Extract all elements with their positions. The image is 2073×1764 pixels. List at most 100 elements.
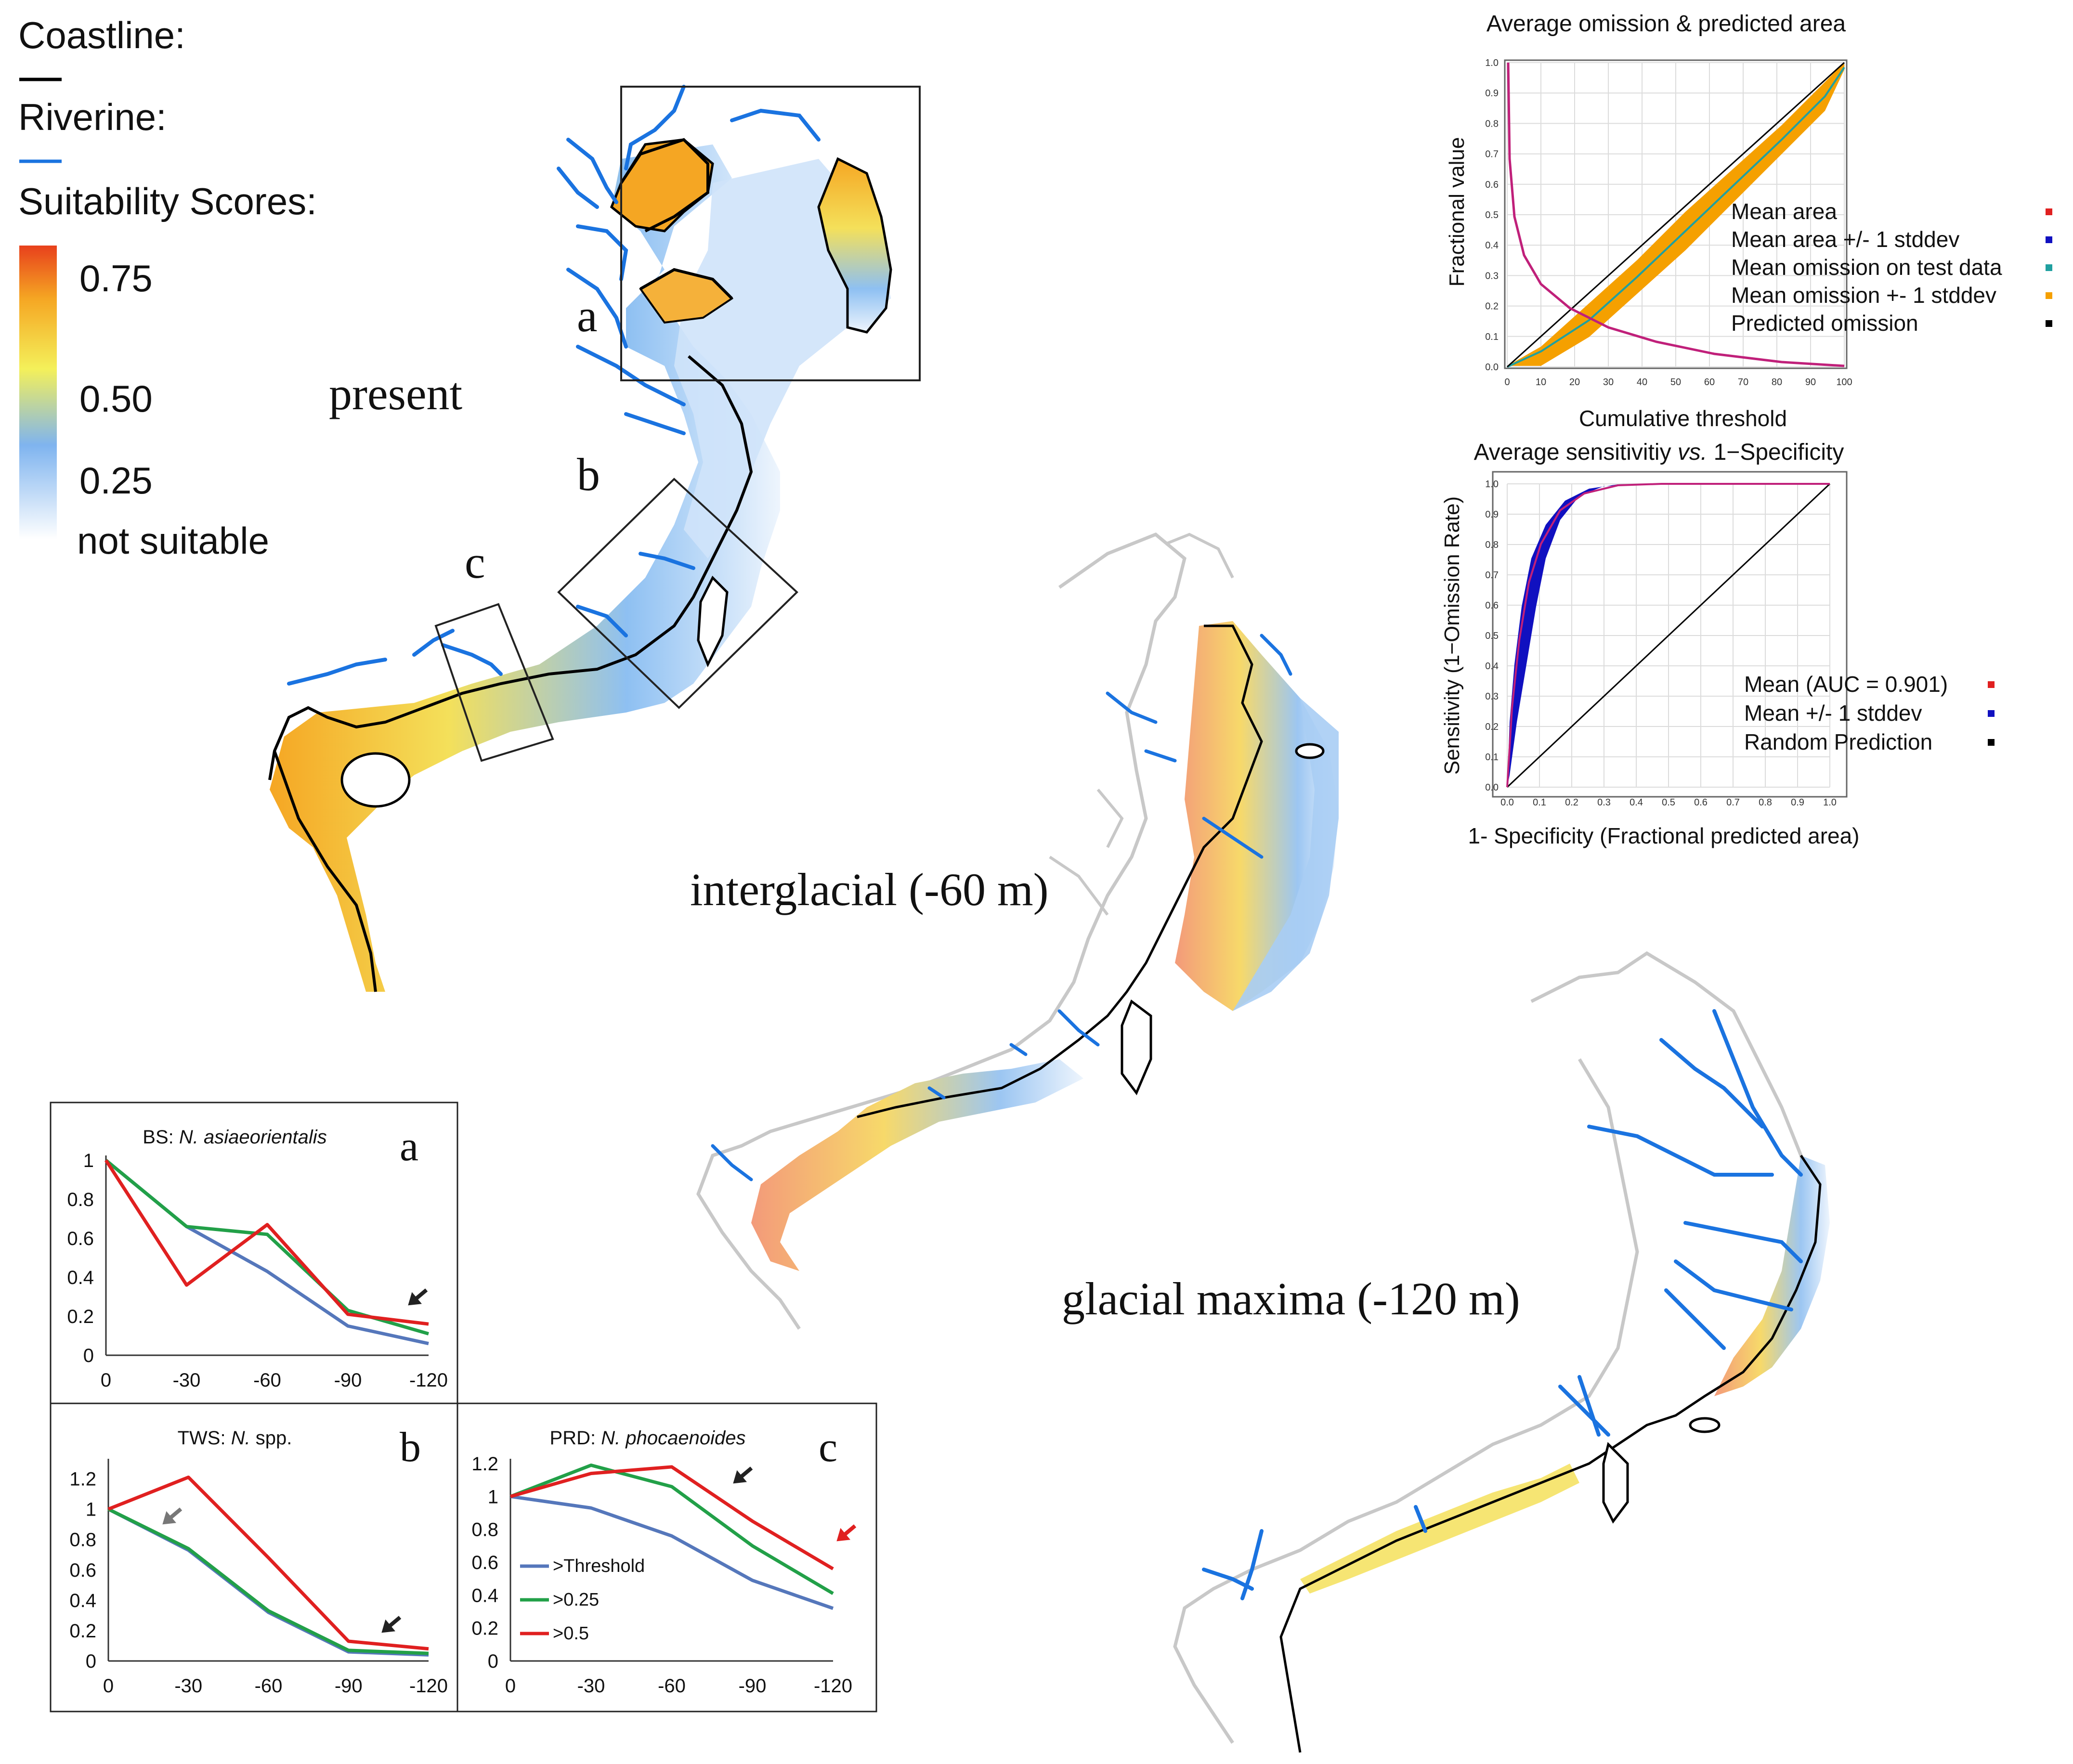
sensitivity-xtick: 1.0 <box>1823 797 1837 808</box>
sensitivity-xtick: 0.2 <box>1565 797 1578 808</box>
omission-legend-swatch <box>2046 320 2052 327</box>
present-rivers <box>287 85 821 686</box>
glacial-map: glacial maxima (-120 m) <box>1062 951 1830 1753</box>
glacial-river-2 <box>1659 1038 1764 1128</box>
omission-ytick: 0.8 <box>1485 118 1499 129</box>
omission-chart: Average omission & predicted area 0 10 20 3… <box>1445 11 2052 431</box>
map-legend: Coastline: Riverine: Suitability Scores:… <box>18 14 317 562</box>
omission-predicted-line <box>1506 62 1845 368</box>
panel-title-species: N. asiaeorientalis <box>179 1127 327 1148</box>
present-river-4 <box>557 167 599 209</box>
legend-label: >0.5 <box>553 1623 589 1644</box>
colorbar-tick-050: 0.50 <box>79 377 153 420</box>
glacial-suitability-band <box>1714 1155 1830 1396</box>
present-river-3 <box>566 138 618 204</box>
interglacial-land-outline <box>696 532 1186 1330</box>
omission-legend-label: Mean omission +- 1 stddev <box>1731 283 1996 308</box>
omission-legend-swatch <box>2046 208 2052 215</box>
pointer-arrow-icon <box>733 1466 753 1484</box>
panel-letter: c <box>819 1424 837 1471</box>
interglacial-south-band <box>751 1059 1083 1271</box>
glacial-river-9 <box>1414 1505 1427 1533</box>
sensitivity-legend-label: Mean (AUC = 0.901) <box>1744 672 1948 697</box>
panel-letter: b <box>400 1424 421 1471</box>
glacial-land-outline <box>1173 951 1812 1744</box>
omission-xtick: 70 <box>1738 377 1748 388</box>
panel-title: BS: N. asiaeorientalis <box>143 1127 326 1148</box>
roc-xlabel: 1- Specificity (Fractional predicted are… <box>1468 823 1860 848</box>
roc-title-italic: vs. <box>1678 440 1707 465</box>
omission-xtick: 60 <box>1704 377 1715 388</box>
y-tick-label: 0.8 <box>471 1519 498 1541</box>
x-tick-label: 0 <box>505 1675 516 1697</box>
y-tick-label: 0.4 <box>471 1585 498 1606</box>
omission-legend-swatch <box>2046 292 2052 299</box>
omission-test-line <box>1507 66 1845 368</box>
line-chart-panel-a: BS: N. asiaeorientalis a 0 0.2 0.4 0.6 0.8 1 0 -3… <box>50 1102 458 1404</box>
sensitivity-xtick: 0.7 <box>1726 797 1740 808</box>
glacial-river-5 <box>1674 1259 1793 1311</box>
legend-suitability-label: Suitability Scores: <box>18 180 317 222</box>
legend-label: >Threshold <box>553 1556 645 1576</box>
roc-legend: Mean (AUC = 0.901) Mean +/- 1 stddev Rando… <box>1744 672 1995 754</box>
roc-mean-curve <box>1506 483 1830 788</box>
glacial-river-8 <box>1578 1375 1601 1437</box>
present-river-13 <box>412 629 455 657</box>
sensitivity-xtick: 0.8 <box>1759 797 1772 808</box>
present-korea-coast <box>817 157 892 334</box>
interglacial-river-3 <box>1144 749 1177 763</box>
omission-ytick: 0.6 <box>1485 180 1499 190</box>
sensitivity-ytick: 0.2 <box>1485 722 1499 732</box>
glacial-river-1 <box>1712 1009 1803 1177</box>
interglacial-map: interglacial (-60 m) <box>690 532 1339 1330</box>
omission-xtick: 90 <box>1805 377 1816 388</box>
y-tick-label: 1 <box>83 1150 94 1171</box>
roc-chart: Average sensitivitiy vs. 1−Specificity 0… <box>1440 440 1995 848</box>
present-coastline <box>268 138 753 780</box>
glacial-coastline <box>1279 1154 1822 1753</box>
omission-ytick: 0.1 <box>1485 332 1499 342</box>
colorbar-tick-not-suitable: not suitable <box>77 519 269 562</box>
panel-letter: a <box>400 1123 418 1170</box>
sensitivity-legend-swatch <box>1988 681 1995 688</box>
series-line-025 <box>104 1159 429 1336</box>
omission-legend-label: Mean omission on test data <box>1731 255 2002 280</box>
y-tick-label: 0.6 <box>69 1560 96 1581</box>
glacial-river-11 <box>1240 1529 1264 1600</box>
omission-ytick: 0.9 <box>1485 88 1499 99</box>
omission-grid <box>1507 62 1845 367</box>
sensitivity-xtick: 0.1 <box>1533 797 1546 808</box>
panel-title-species: N. phocaenoides <box>601 1427 745 1449</box>
omission-ytick: 0.7 <box>1485 149 1499 160</box>
series-line-025 <box>509 1463 834 1595</box>
y-tick-label: 0 <box>83 1345 94 1366</box>
glacial-river-4 <box>1683 1221 1803 1263</box>
y-tick-label: 0 <box>86 1651 96 1672</box>
sensitivity-ytick: 0.6 <box>1485 600 1499 611</box>
sensitivity-ytick: 0.8 <box>1485 540 1499 550</box>
roc-chart-title: Average sensitivitiy vs. 1−Specificity <box>1474 440 1844 465</box>
sensitivity-ytick: 0.3 <box>1485 691 1499 702</box>
random-prediction-line <box>1506 483 1831 788</box>
present-box-b <box>557 478 798 709</box>
y-tick-label: 0.2 <box>69 1621 96 1642</box>
suitability-colorbar <box>19 246 57 539</box>
glacial-taiwan <box>1602 1442 1629 1524</box>
glacial-river-6 <box>1664 1288 1726 1350</box>
interglacial-river-7 <box>711 1144 753 1181</box>
legend-riverine-label: Riverine: <box>18 96 167 138</box>
interglacial-river-8 <box>927 1086 946 1100</box>
interglacial-land-outline-2 <box>1049 532 1234 916</box>
omission-legend-label: Mean area +/- 1 stddev <box>1731 227 1959 252</box>
glacial-island <box>1689 1417 1721 1433</box>
present-river-7 <box>576 345 686 406</box>
interglacial-river-4 <box>1202 817 1264 859</box>
x-tick-label: 0 <box>103 1675 114 1697</box>
omission-legend-swatch <box>2046 236 2052 243</box>
x-tick-label: -60 <box>658 1675 686 1697</box>
line-chart-panel-b: TWS: N. spp. b 0 0.2 0.4 0.6 0.8 1 1.2 0 -30 -60 -90… <box>50 1402 458 1712</box>
y-tick-label: 1 <box>488 1486 498 1507</box>
panel-frame <box>456 1402 877 1712</box>
omission-legend-swatch <box>2046 264 2052 271</box>
